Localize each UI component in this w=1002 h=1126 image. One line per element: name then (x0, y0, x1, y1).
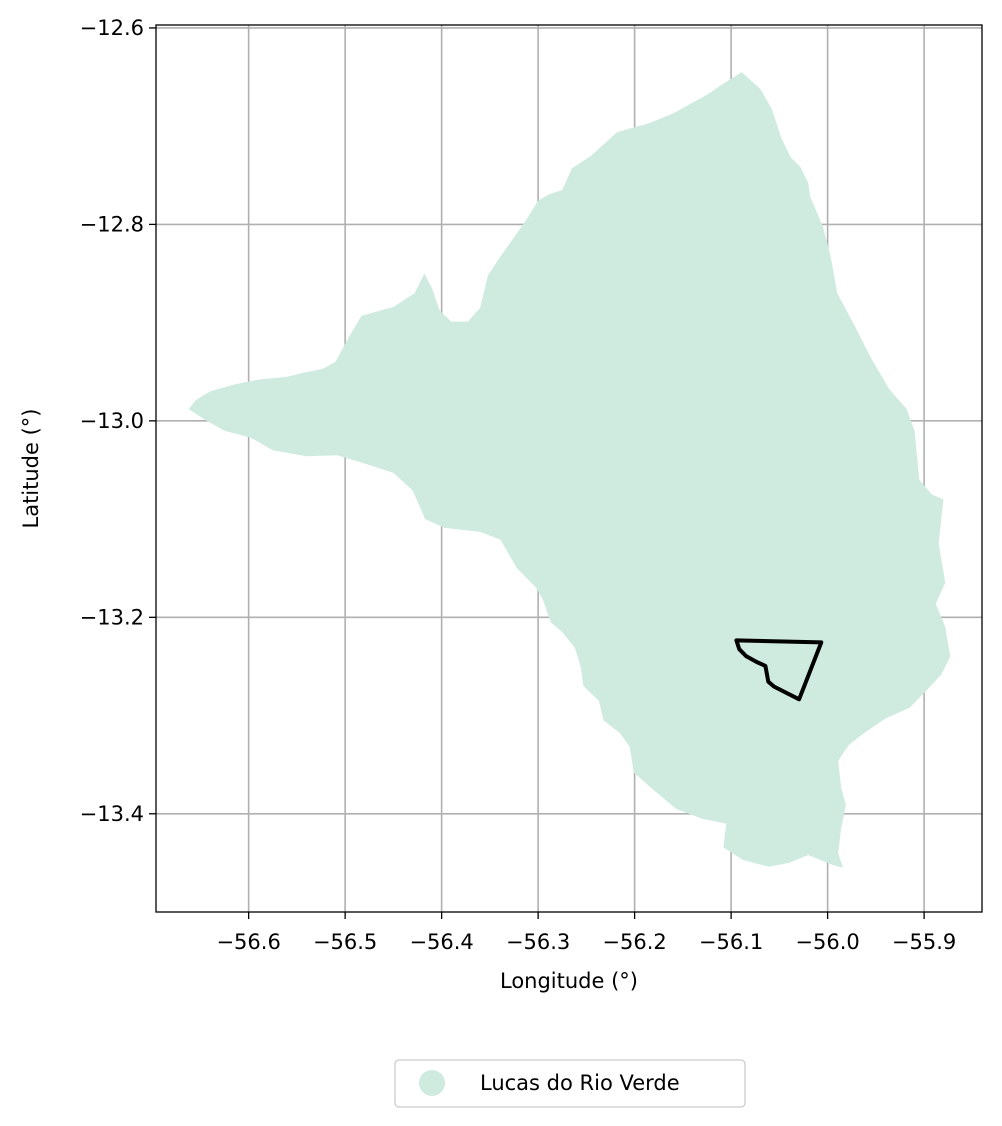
y-tick-label-13-2: −13.2 (80, 605, 144, 629)
y-tick-label-12-6: −12.6 (80, 16, 144, 40)
x-tick-label-56-5: −56.5 (313, 930, 377, 954)
x-axis-label: Longitude (°) (500, 969, 638, 993)
x-tick-label-56-4: −56.4 (409, 930, 473, 954)
legend-marker-lucas-do-rio-verde (419, 1070, 445, 1096)
axis-ticks: −56.6 −56.5 −56.4 −56.3 −56.2 −56.1 −56.0 −55.9… (80, 16, 957, 954)
y-tick-label-12-8: −12.8 (80, 212, 144, 236)
x-tick-label-55-9: −55.9 (892, 930, 956, 954)
municipality-area-lucas-do-rio-verde (188, 72, 951, 868)
x-tick-label-56-3: −56.3 (506, 930, 570, 954)
legend-box (394, 1059, 746, 1108)
y-axis-label: Latitude (°) (19, 409, 43, 529)
x-tick-label-56-6: −56.6 (216, 930, 280, 954)
y-tick-label-13-4: −13.4 (80, 802, 144, 826)
highlighted-area-outline (734, 638, 824, 702)
map-layer (188, 72, 951, 868)
legend: Lucas do Rio Verde (394, 1059, 746, 1108)
x-tick-label-56-1: −56.1 (699, 930, 763, 954)
x-tick-label-56: −56.0 (795, 930, 859, 954)
legend-label: Lucas do Rio Verde (480, 1071, 680, 1095)
x-tick-label-56-2: −56.2 (602, 930, 666, 954)
y-tick-label-13: −13.0 (80, 409, 144, 433)
plot-frame (155, 24, 983, 913)
